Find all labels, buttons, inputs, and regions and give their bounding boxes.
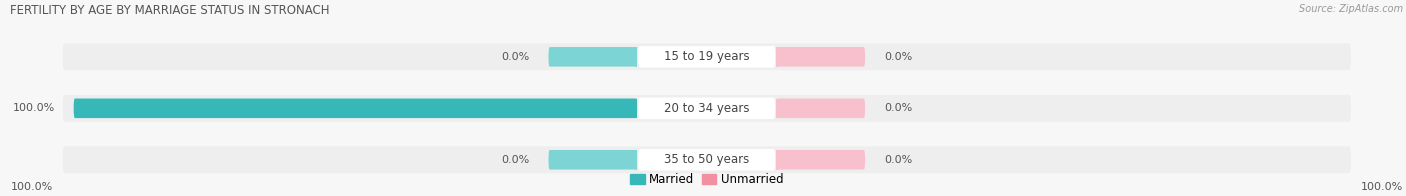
Text: 0.0%: 0.0% bbox=[502, 155, 530, 165]
FancyBboxPatch shape bbox=[638, 46, 775, 68]
FancyBboxPatch shape bbox=[63, 95, 1351, 122]
Text: 35 to 50 years: 35 to 50 years bbox=[664, 153, 749, 166]
Text: 0.0%: 0.0% bbox=[884, 103, 912, 113]
Text: 100.0%: 100.0% bbox=[1361, 182, 1403, 192]
FancyBboxPatch shape bbox=[63, 146, 1351, 173]
Text: 100.0%: 100.0% bbox=[13, 103, 55, 113]
Text: 0.0%: 0.0% bbox=[884, 155, 912, 165]
Text: 15 to 19 years: 15 to 19 years bbox=[664, 50, 749, 63]
FancyBboxPatch shape bbox=[776, 99, 865, 118]
Text: 20 to 34 years: 20 to 34 years bbox=[664, 102, 749, 115]
Text: 100.0%: 100.0% bbox=[10, 182, 52, 192]
FancyBboxPatch shape bbox=[638, 97, 775, 119]
FancyBboxPatch shape bbox=[776, 47, 865, 67]
Text: 0.0%: 0.0% bbox=[502, 52, 530, 62]
FancyBboxPatch shape bbox=[776, 150, 865, 170]
Text: Source: ZipAtlas.com: Source: ZipAtlas.com bbox=[1299, 4, 1403, 14]
Text: FERTILITY BY AGE BY MARRIAGE STATUS IN STRONACH: FERTILITY BY AGE BY MARRIAGE STATUS IN S… bbox=[10, 4, 330, 17]
FancyBboxPatch shape bbox=[638, 149, 775, 171]
FancyBboxPatch shape bbox=[63, 44, 1351, 70]
FancyBboxPatch shape bbox=[548, 150, 637, 170]
FancyBboxPatch shape bbox=[73, 99, 637, 118]
Legend: Married, Unmarried: Married, Unmarried bbox=[626, 169, 787, 191]
Text: 0.0%: 0.0% bbox=[884, 52, 912, 62]
FancyBboxPatch shape bbox=[548, 47, 637, 67]
